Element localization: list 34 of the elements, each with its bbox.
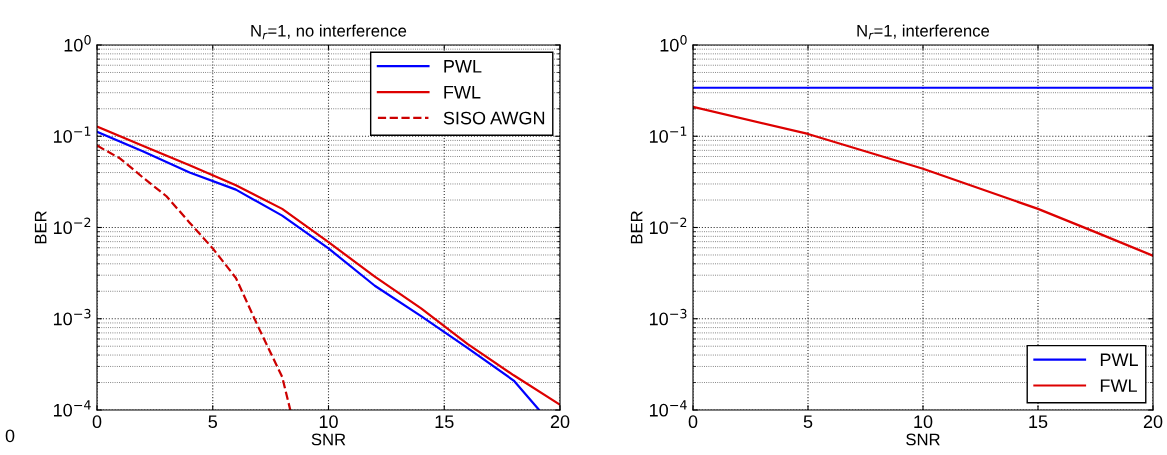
x-tick-label: 0 bbox=[92, 415, 102, 429]
line-series bbox=[693, 105, 1153, 257]
y-axis-title: BER bbox=[630, 211, 643, 244]
x-tick-label: 15 bbox=[1029, 415, 1048, 429]
y-tick-label: 10$^{−3}$ bbox=[53, 308, 91, 326]
chart-title: N$_{r}$=1, interference bbox=[857, 24, 990, 40]
x-tick-label: 5 bbox=[208, 415, 218, 429]
x-tick-label: 15 bbox=[435, 415, 454, 429]
chart-title: N$_{r}$=1, no interference bbox=[251, 24, 407, 40]
y-tick-label: 10$^{−4}$ bbox=[649, 400, 687, 417]
x-axis-title: SNR bbox=[906, 433, 940, 446]
y-tick-label: 10$^{0}$ bbox=[64, 35, 91, 52]
x-tick-label: 20 bbox=[1143, 415, 1163, 429]
x-tick-label: 10 bbox=[319, 415, 338, 429]
x-axis-title: SNR bbox=[311, 433, 346, 446]
x-tick-label: 5 bbox=[803, 415, 813, 429]
y-tick-label: 10$^{−3}$ bbox=[649, 308, 687, 326]
legend-label: FWL bbox=[444, 85, 481, 99]
legend-label: SISO AWGN bbox=[443, 111, 545, 125]
line-series bbox=[97, 144, 292, 410]
legend-label: PWL bbox=[1100, 353, 1138, 366]
legend-label: FWL bbox=[1100, 379, 1137, 392]
x-tick-label: 0 bbox=[688, 415, 698, 429]
y-tick-label: 10$^{−4}$ bbox=[53, 400, 91, 417]
y-tick-label: 10$^{−1}$ bbox=[649, 126, 687, 143]
text: 0 bbox=[5, 429, 15, 443]
y-tick-label: 10$^{−2}$ bbox=[649, 217, 687, 235]
y-tick-label: 10$^{−1}$ bbox=[53, 126, 91, 143]
y-tick-label: 10$^{0}$ bbox=[660, 35, 687, 52]
legend-label: PWL bbox=[444, 60, 482, 73]
y-axis-title: BER bbox=[34, 211, 47, 244]
x-tick-label: 10 bbox=[914, 415, 933, 429]
y-tick-label: 10$^{−2}$ bbox=[53, 217, 91, 235]
x-tick-label: 20 bbox=[550, 415, 570, 429]
